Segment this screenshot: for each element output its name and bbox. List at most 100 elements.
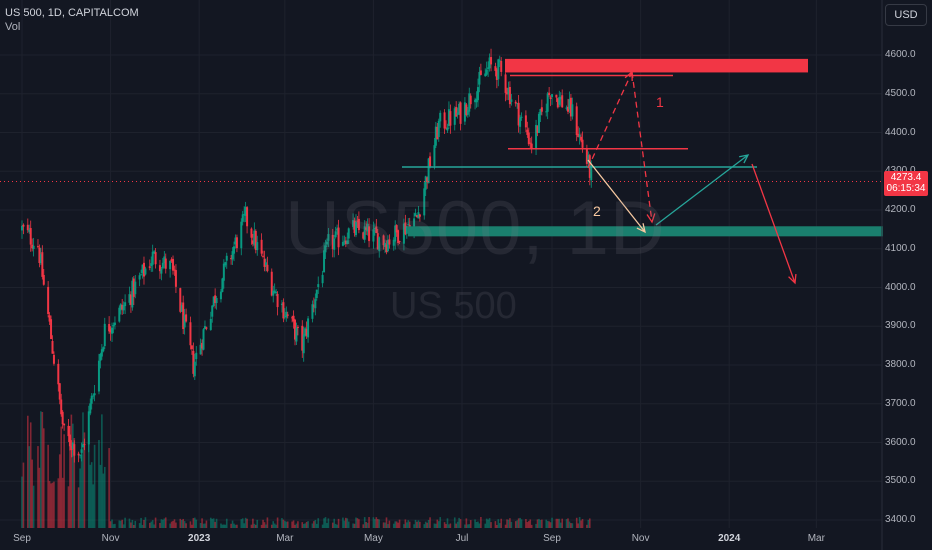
volume-bar — [175, 522, 177, 528]
candle-body — [179, 288, 182, 312]
volume-bar — [469, 520, 472, 528]
volume-bar — [384, 522, 386, 528]
volume-bar — [345, 517, 347, 528]
candle-body — [283, 315, 286, 317]
candle-body — [39, 254, 42, 264]
volume-bar — [311, 523, 314, 528]
volume-bar — [61, 477, 64, 528]
candle-body — [80, 449, 83, 453]
candle-body — [437, 120, 440, 138]
candle-body — [209, 318, 212, 330]
candle-body — [331, 234, 334, 250]
candle-body — [202, 329, 205, 350]
volume-bar — [464, 524, 466, 528]
volume-bar — [185, 523, 187, 528]
candle-body — [455, 106, 458, 117]
candle-body — [57, 363, 60, 385]
volume-bar — [101, 414, 103, 528]
volume-bar — [378, 519, 381, 528]
volume-bar — [252, 518, 254, 528]
candle-body — [50, 319, 53, 340]
volume-bar — [98, 440, 100, 528]
scenario-1-arrowhead — [624, 70, 633, 82]
volume-bar — [63, 434, 65, 528]
volume-bar — [317, 518, 320, 528]
candle-body — [537, 113, 540, 134]
candle-body — [539, 109, 542, 115]
price-axis-label: 4100.0 — [885, 242, 916, 254]
volume-bar — [525, 519, 527, 528]
volume-bar — [500, 518, 503, 528]
candle-body — [571, 104, 574, 117]
candle-body — [526, 129, 529, 135]
volume-bar — [292, 520, 295, 528]
candle-body — [378, 237, 381, 251]
candle-body — [427, 158, 430, 184]
candle-body — [243, 213, 246, 215]
currency-button[interactable]: USD — [885, 4, 927, 26]
candle-body — [251, 240, 254, 244]
candle-body — [161, 262, 164, 269]
volume-bar — [140, 517, 142, 528]
volume-bar — [51, 482, 54, 528]
volume-bar — [519, 517, 521, 528]
volume-bar — [336, 524, 338, 528]
candle-body — [304, 328, 307, 336]
candle-body — [266, 264, 269, 272]
volume-bar — [458, 517, 460, 528]
candle-body — [373, 228, 376, 230]
volume-bar — [199, 522, 202, 528]
volume-bar — [358, 519, 360, 528]
volume-bar — [57, 478, 60, 528]
volume-bar — [29, 422, 32, 528]
candle-body — [561, 95, 564, 108]
candle-body — [388, 239, 391, 245]
volume-bar — [179, 518, 182, 528]
volume-bar — [315, 523, 318, 528]
scenario-1-down-leg — [631, 71, 653, 223]
scenario-1-arrowhead-2 — [646, 213, 656, 224]
candle-body — [205, 327, 208, 329]
candle-body — [60, 399, 63, 415]
candle-body — [362, 232, 365, 239]
candle-body — [469, 95, 472, 105]
candle-body — [446, 127, 449, 131]
volume-bar — [163, 518, 166, 528]
volume-bar — [588, 518, 591, 528]
volume-bar — [539, 520, 542, 528]
candle-body — [201, 342, 204, 349]
volume-bar — [72, 423, 74, 528]
volume-bar — [273, 523, 276, 528]
candle-body — [506, 92, 509, 95]
volume-bar — [80, 454, 83, 528]
candle-body — [353, 220, 356, 234]
volume-bar — [67, 486, 70, 528]
candle-body — [263, 258, 266, 267]
candle-body — [38, 247, 41, 263]
volume-bar — [334, 523, 337, 528]
candle-body — [414, 213, 417, 217]
candle-body — [341, 241, 344, 246]
candle-body — [434, 126, 437, 146]
candle-body — [418, 214, 421, 217]
volume-bar — [48, 481, 51, 528]
candle-body — [466, 110, 469, 115]
candle-body — [336, 228, 339, 231]
symbol-watermark: US500, 1D — [285, 186, 666, 271]
candle-body — [578, 134, 581, 138]
volume-bar — [557, 518, 559, 528]
volume-bar — [150, 521, 153, 528]
volume-bar — [180, 520, 183, 528]
volume-bar — [558, 518, 561, 528]
scenario-1-up-leg — [587, 71, 633, 169]
candle-body — [212, 296, 215, 307]
volume-bar — [439, 517, 442, 528]
volume-bar — [577, 523, 579, 528]
volume-bar — [366, 522, 369, 528]
volume-bar — [551, 517, 553, 528]
price-axis-label: 3700.0 — [885, 397, 916, 409]
time-axis-label: Nov — [631, 533, 650, 544]
volume-bar — [453, 517, 456, 528]
volume-bar — [182, 518, 184, 528]
